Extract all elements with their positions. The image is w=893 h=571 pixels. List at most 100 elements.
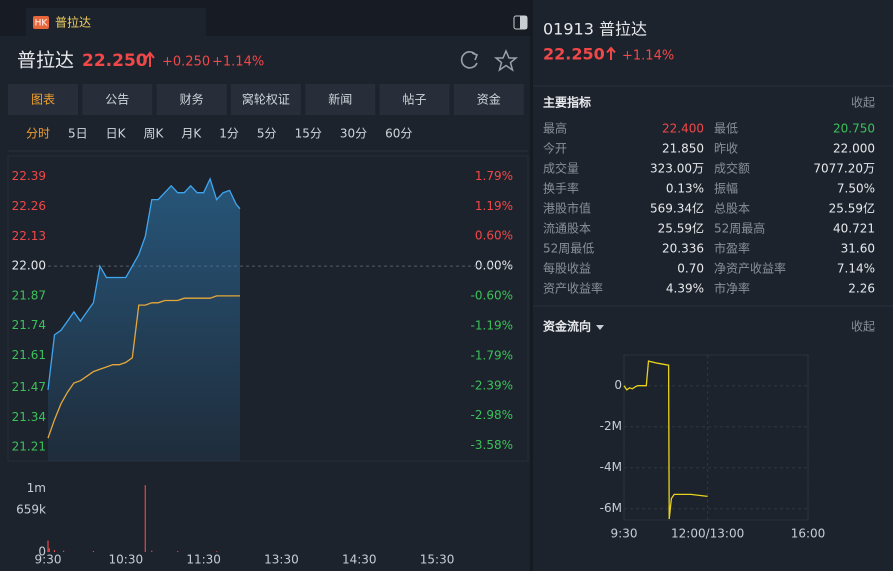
period-tab[interactable]: 5日 xyxy=(68,127,88,141)
x-tick-label: 16:00 xyxy=(791,527,826,541)
indicator-value: 20.336 xyxy=(662,242,704,256)
tab-label: 财务 xyxy=(180,92,204,107)
y-tick-label: 22.26 xyxy=(12,199,46,213)
y-tick-label: 22.39 xyxy=(12,169,46,183)
y2-tick-label: -0.60% xyxy=(471,289,513,303)
y2-tick-label: -3.58% xyxy=(471,438,513,452)
x-tick-label: 12:00/13:00 xyxy=(671,527,744,541)
volume-bar xyxy=(216,551,218,552)
indicator-label: 最低 xyxy=(714,122,738,136)
x-tick-label: 15:30 xyxy=(420,553,455,567)
x-tick-label: 10:30 xyxy=(109,553,144,567)
tab-title: 普拉达 xyxy=(55,15,91,30)
period-tab[interactable]: 分时 xyxy=(26,127,50,141)
change: +0.250 xyxy=(162,55,210,70)
right-name: 普拉达 xyxy=(599,20,647,39)
y2-tick-label: 1.79% xyxy=(475,169,513,183)
indicator-value: 20.750 xyxy=(833,122,875,136)
tab-label: 帖子 xyxy=(402,92,426,107)
indicator-value: 40.721 xyxy=(833,222,875,236)
star-icon[interactable] xyxy=(493,49,519,72)
indicators-toggle[interactable]: 收起 xyxy=(851,96,875,110)
right-price: 22.250 xyxy=(543,45,605,64)
tab-label: 图表 xyxy=(31,93,55,107)
right-pct: +1.14% xyxy=(622,49,674,64)
tab-label: 窝轮权证 xyxy=(242,92,290,107)
indicator-value: 2.26 xyxy=(848,282,875,296)
price: 22.250 xyxy=(82,51,148,71)
tab-button[interactable] xyxy=(8,84,78,115)
volume-bar xyxy=(53,550,56,552)
tab-button[interactable] xyxy=(230,84,301,115)
stock-name: 普拉达 xyxy=(17,50,74,72)
refresh-icon[interactable] xyxy=(460,51,479,69)
volume-bar xyxy=(47,540,49,552)
indicator-label: 净资产收益率 xyxy=(714,261,786,276)
indicator-value: 4.39% xyxy=(666,282,704,296)
flow-title: 资金流向 xyxy=(543,319,591,334)
period-tab[interactable]: 30分 xyxy=(340,127,367,141)
indicator-label: 流通股本 xyxy=(543,222,591,236)
y2-tick-label: -2.39% xyxy=(471,378,513,392)
indicator-value: 22.400 xyxy=(662,122,704,136)
tab-label: 公告 xyxy=(105,93,129,107)
y2-tick-label: -2.98% xyxy=(471,408,513,422)
series-line xyxy=(623,360,708,520)
indicator-label: 52周最高 xyxy=(714,221,765,236)
indicator-value: 22.000 xyxy=(833,142,875,156)
indicator-label: 昨收 xyxy=(714,142,738,156)
tab-label: 资金 xyxy=(477,92,501,107)
y-tick-label: -6M xyxy=(600,501,622,515)
indicator-label: 市盈率 xyxy=(714,241,750,256)
indicator-label: 每股收益 xyxy=(543,261,591,276)
tab-button[interactable] xyxy=(156,84,227,115)
indicator-label: 港股市值 xyxy=(543,201,591,216)
period-tab[interactable]: 1分 xyxy=(219,127,239,141)
period-tab[interactable]: 日K xyxy=(106,127,127,141)
indicator-value: 25.59亿 xyxy=(658,221,704,236)
tab-button[interactable] xyxy=(379,84,450,115)
volume-bar xyxy=(151,550,153,552)
indicator-label: 最高 xyxy=(543,121,567,136)
period-tab[interactable]: 月K xyxy=(181,127,202,141)
indicator-label: 总股本 xyxy=(714,202,750,216)
y-tick-label: 21.87 xyxy=(12,288,46,302)
tab-button[interactable] xyxy=(305,84,376,115)
code: 01913 xyxy=(543,20,594,39)
right-panel xyxy=(533,0,893,571)
x-tick-label: 13:30 xyxy=(264,553,299,567)
indicator-value: 25.59亿 xyxy=(829,201,875,216)
dropdown-icon[interactable] xyxy=(596,325,604,330)
x-tick-label: 14:30 xyxy=(342,553,377,567)
y-tick-label: 21.47 xyxy=(12,380,46,394)
price-area xyxy=(48,178,240,461)
y-tick-label: 0 xyxy=(38,545,46,559)
indicator-label: 成交额 xyxy=(714,161,750,176)
period-tab[interactable]: 60分 xyxy=(385,127,412,141)
period-tab[interactable]: 15分 xyxy=(295,127,322,141)
x-tick-label: 11:30 xyxy=(186,553,221,567)
y-tick-label: -4M xyxy=(600,460,622,474)
y2-tick-label: 1.19% xyxy=(475,199,513,213)
indicator-value: 31.60 xyxy=(841,242,875,256)
volume-bar xyxy=(48,548,50,552)
volume-bar xyxy=(92,551,94,552)
y-tick-label: 21.74 xyxy=(12,318,46,332)
indicator-value: 0.13% xyxy=(666,182,704,196)
change-pct: +1.14% xyxy=(212,55,264,70)
flow-toggle[interactable]: 收起 xyxy=(851,320,875,334)
stock-tab[interactable] xyxy=(26,8,206,36)
y-tick-label: 21.34 xyxy=(12,410,46,424)
x-tick-label: 9:30 xyxy=(611,527,638,541)
y-tick-label: 22.13 xyxy=(12,229,46,243)
panel-icon-fill xyxy=(520,16,527,29)
y-tick-label: 659k xyxy=(16,503,46,517)
period-tab[interactable]: 5分 xyxy=(257,127,277,141)
right-arrow xyxy=(606,46,616,60)
period-tab[interactable]: 周K xyxy=(144,127,165,141)
y2-tick-label: 0.60% xyxy=(475,229,513,243)
tab-button[interactable] xyxy=(453,84,524,115)
y-tick-label: 22.00 xyxy=(12,259,46,273)
tab-button[interactable] xyxy=(82,84,153,115)
y-tick-label: -2M xyxy=(600,419,622,433)
